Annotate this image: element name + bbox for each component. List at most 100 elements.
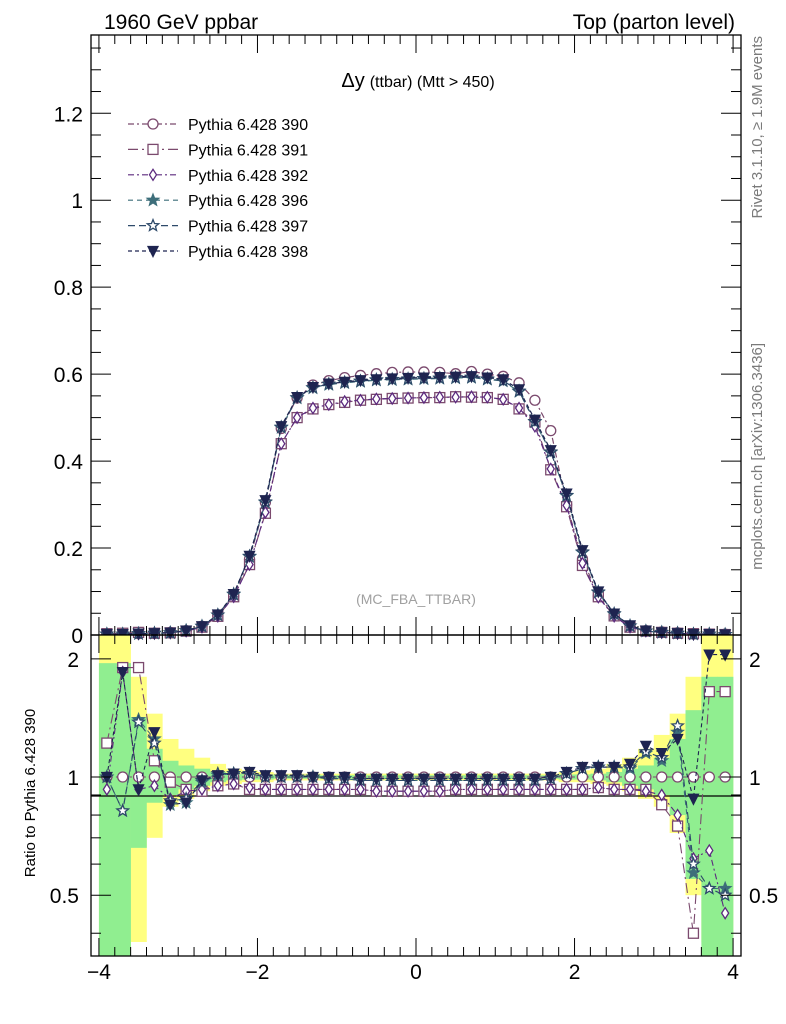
ratio-data-point — [594, 780, 603, 795]
main-data-point — [544, 445, 557, 458]
main-data-point — [655, 627, 668, 640]
ratio-data-point — [229, 777, 238, 791]
x-tick-label: 4 — [727, 961, 739, 984]
main-data-point — [275, 421, 288, 434]
main-data-point — [433, 372, 446, 385]
ratio-data-point — [131, 714, 146, 729]
ratio-series — [102, 665, 730, 920]
main-y-tick-label: 0.2 — [54, 538, 83, 561]
ratio-data-point — [433, 773, 446, 786]
main-series-line — [106, 375, 726, 636]
ratio-data-point — [261, 782, 270, 797]
main-data-point — [322, 378, 335, 391]
main-data-point — [370, 374, 383, 387]
main-data-point — [372, 392, 381, 406]
ratio-frame — [90, 634, 742, 957]
main-data-point — [132, 628, 145, 641]
ratio-data-point — [686, 856, 701, 871]
main-data-point — [639, 625, 652, 638]
legend-marker — [145, 217, 161, 232]
ratio-data-point — [720, 906, 730, 920]
main-data-point — [498, 392, 508, 407]
ratio-data-point — [150, 779, 159, 793]
ratio-series-group — [99, 649, 733, 939]
ratio-data-point — [372, 784, 381, 798]
main-data-point — [546, 462, 556, 476]
main-data-point — [417, 372, 430, 385]
legend-marker — [148, 168, 158, 182]
ratio-series — [99, 711, 733, 895]
main-data-point — [356, 393, 365, 407]
ratio-series-line — [106, 720, 726, 896]
x-tick-label: 0 — [410, 961, 422, 984]
ratio-data-point — [671, 820, 684, 832]
ratio-data-point — [703, 685, 715, 698]
ratio-data-point — [687, 793, 700, 806]
main-data-point — [560, 488, 573, 501]
ratio-data-point — [387, 784, 397, 798]
main-data-point — [512, 384, 526, 397]
ratio-data-point — [562, 782, 571, 797]
ratio-data-point — [195, 775, 209, 788]
ratio-data-point — [148, 755, 161, 767]
ratio-data-point — [164, 776, 176, 788]
x-tick-label: −2 — [245, 961, 269, 984]
ratio-panel: 0.5 0.5 1 1 2 2 −4 −2 0 2 4 Ratio to Pythia 6.428… — [22, 634, 778, 984]
main-y-tick-label: 1 — [71, 190, 83, 213]
ratio-data-point — [308, 782, 318, 797]
ratio-data-point — [419, 784, 429, 798]
main-data-point — [545, 425, 557, 437]
ratio-series-line — [106, 654, 726, 806]
main-data-point — [243, 550, 256, 563]
ratio-y-tick-label-left: 1 — [67, 767, 79, 790]
ratio-data-point — [116, 666, 129, 680]
rivet-label: Rivet 3.1.10, ≥ 1.9M events — [749, 36, 766, 219]
header-right: Top (parton level) — [573, 11, 735, 34]
ratio-data-point — [403, 784, 413, 798]
main-data-point — [148, 628, 161, 641]
ratio-data-point — [625, 782, 635, 797]
legend-item: Pythia 6.428 392 — [128, 168, 308, 185]
main-data-point — [354, 375, 367, 388]
ratio-data-point — [324, 782, 334, 797]
main-data-point — [211, 609, 224, 622]
main-panel: 00.20.40.60.811.2 Δy (ttbar) (Mtt > 450) … — [54, 34, 742, 648]
ratio-data-point — [386, 773, 399, 786]
ratio-data-point — [211, 770, 224, 783]
legend-item: Pythia 6.428 396 — [128, 192, 308, 210]
ratio-data-point — [705, 843, 714, 858]
main-data-point — [308, 401, 318, 415]
main-y-tick-label: 0 — [71, 625, 83, 648]
main-y-tick-label: 0.8 — [54, 277, 83, 300]
ratio-data-point — [132, 784, 145, 797]
ratio-data-point — [243, 766, 256, 779]
ratio-data-point — [449, 773, 462, 786]
legend-marker — [147, 118, 159, 130]
ratio-data-point — [417, 773, 430, 786]
ratio-data-point — [703, 771, 715, 783]
ratio-series — [100, 649, 732, 812]
main-data-point — [291, 392, 304, 405]
main-data-point — [483, 390, 492, 404]
main-data-point — [576, 545, 589, 558]
main-data-point — [497, 374, 510, 387]
ratio-data-point — [467, 782, 476, 797]
main-data-point — [623, 620, 637, 633]
ratio-y-tick-labels: 0.5 0.5 1 1 2 2 — [50, 649, 778, 908]
ratio-data-point — [512, 773, 526, 786]
ratio-data-point — [717, 887, 733, 902]
ratio-data-point — [483, 782, 492, 797]
legend-label: Pythia 6.428 391 — [188, 142, 308, 159]
ratio-series-line — [106, 718, 726, 890]
x-tick-label: 2 — [569, 961, 581, 984]
ratio-data-point — [451, 782, 460, 797]
ratio-data-point — [498, 782, 508, 797]
main-data-point — [481, 372, 494, 385]
ratio-data-point — [623, 758, 637, 771]
main-data-point — [340, 394, 349, 409]
main-data-point — [387, 391, 397, 406]
main-y-tick-labels: 0 0.2 0.4 0.6 0.8 1 1.2 — [54, 103, 84, 648]
main-data-point — [195, 621, 209, 634]
chart-title: Δy (ttbar) (Mtt > 450) — [341, 70, 494, 92]
ratio-data-point — [102, 782, 112, 797]
